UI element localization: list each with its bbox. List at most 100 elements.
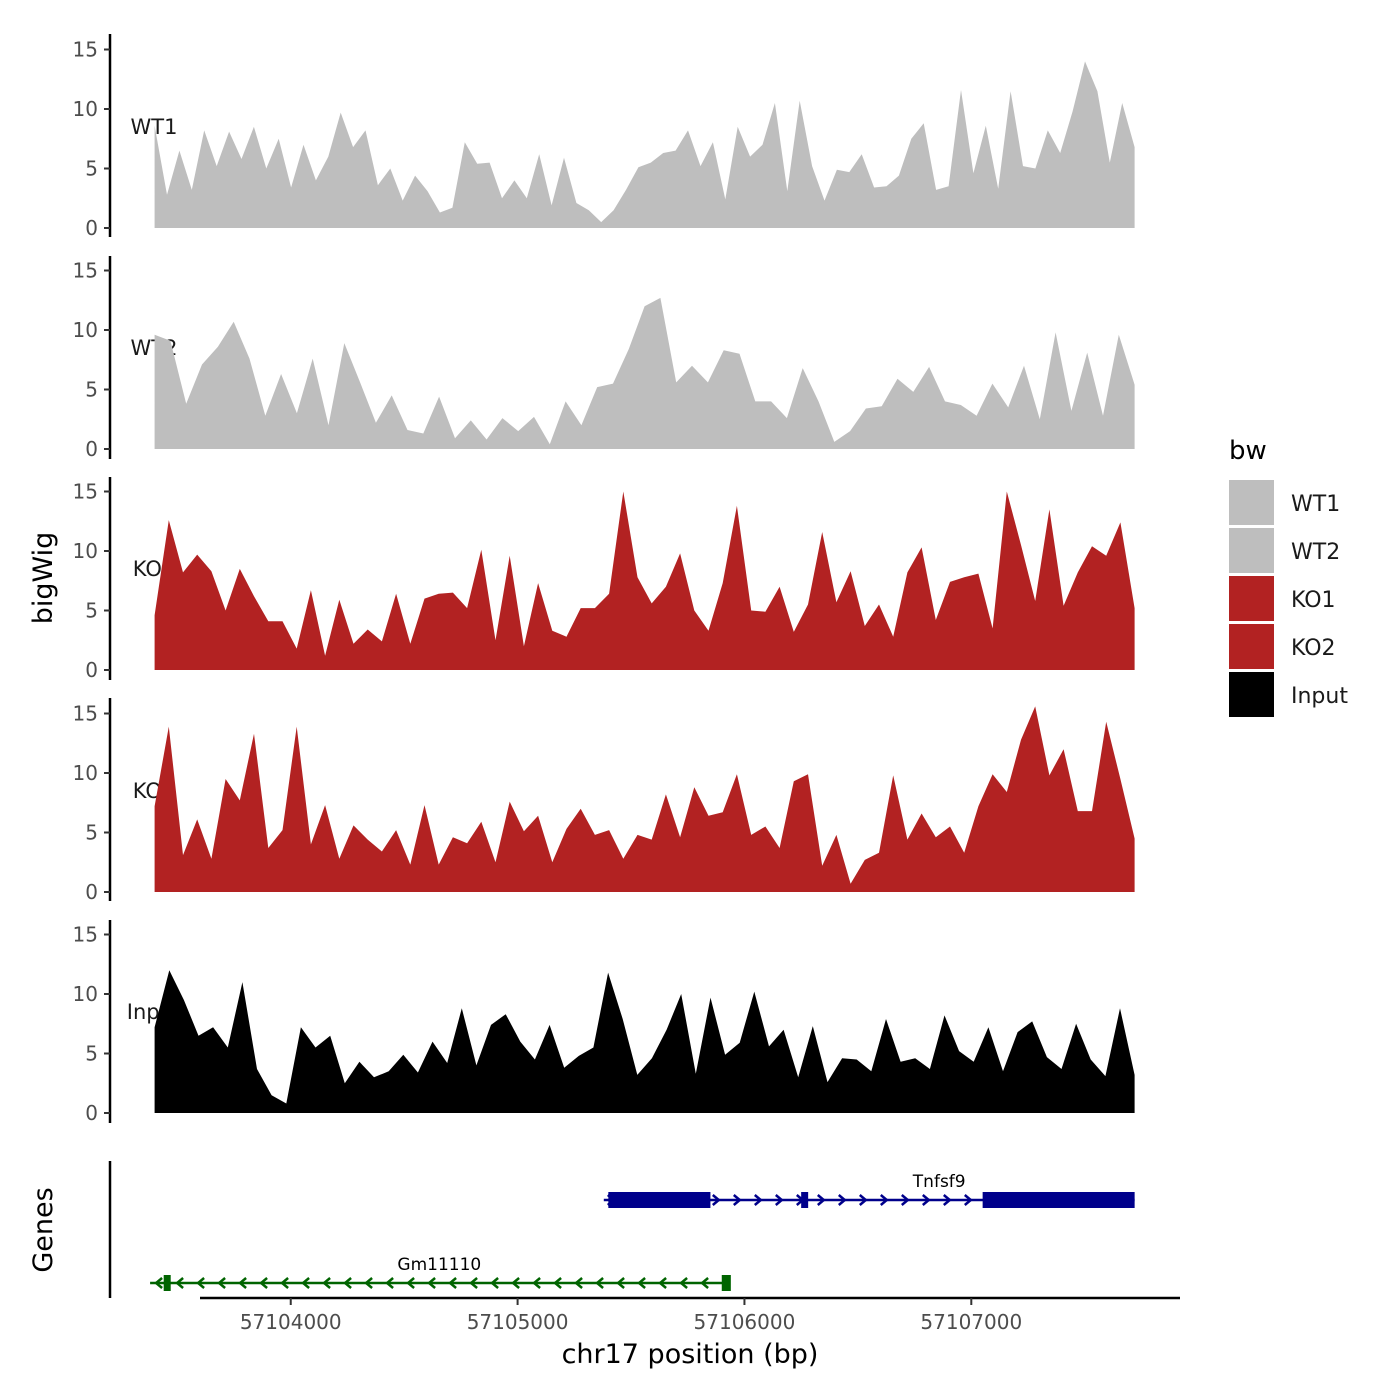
y-tick-label: 10 bbox=[73, 97, 98, 121]
y-tick-label: 5 bbox=[85, 821, 98, 845]
strand-chevron bbox=[616, 1277, 625, 1289]
y-tick-label: 0 bbox=[85, 1101, 98, 1125]
legend-swatch-ko2 bbox=[1229, 624, 1274, 669]
strand-chevron bbox=[595, 1277, 604, 1289]
coverage-tracks: 051015WT1051015WT2051015KO1051015KO20510… bbox=[73, 34, 1135, 1125]
strand-chevron bbox=[774, 1194, 784, 1206]
gene-exon bbox=[163, 1275, 171, 1291]
strand-chevron bbox=[753, 1194, 763, 1206]
coverage-area bbox=[154, 61, 1135, 229]
strand-chevron bbox=[963, 1194, 973, 1206]
strand-chevron bbox=[175, 1277, 184, 1289]
strand-chevron bbox=[658, 1277, 667, 1289]
x-tick-label: 57107000 bbox=[920, 1310, 1022, 1334]
strand-chevron bbox=[816, 1194, 826, 1206]
y-tick-label: 10 bbox=[73, 318, 98, 342]
strand-chevron bbox=[732, 1194, 742, 1206]
legend-swatch-ko1 bbox=[1229, 576, 1274, 621]
x-axis-title: chr17 position (bp) bbox=[562, 1339, 819, 1370]
track-label: WT1 bbox=[131, 115, 178, 139]
y-tick-label: 5 bbox=[85, 157, 98, 181]
strand-chevron bbox=[301, 1277, 310, 1289]
x-tick-label: 57104000 bbox=[240, 1310, 342, 1334]
strand-chevron bbox=[406, 1277, 415, 1289]
gene-label: Tnfsf9 bbox=[912, 1172, 966, 1192]
track-wt1: 0 5 10 15 WT1 bbox=[73, 34, 1135, 240]
strand-chevron bbox=[942, 1194, 952, 1206]
strand-chevron bbox=[196, 1277, 205, 1289]
strand-chevron bbox=[280, 1277, 289, 1289]
legend-label: Input bbox=[1291, 684, 1348, 709]
legend-label: KO2 bbox=[1291, 636, 1336, 661]
gene-tnfsf9: Tnfsf9 bbox=[603, 1172, 1135, 1208]
y-tick-label: 5 bbox=[85, 599, 98, 623]
legend-title: bw bbox=[1229, 436, 1267, 466]
strand-chevron bbox=[858, 1194, 868, 1206]
strand-chevron bbox=[921, 1194, 931, 1206]
coverage-area bbox=[154, 706, 1135, 892]
legend-swatch-wt2 bbox=[1229, 528, 1274, 573]
strand-chevron bbox=[637, 1277, 646, 1289]
y-tick-label: 15 bbox=[73, 38, 98, 62]
legend-swatch-input bbox=[1229, 672, 1274, 717]
x-axis: 57104000 57105000 57106000 57107000 bbox=[200, 1296, 1180, 1334]
gene-exon bbox=[608, 1192, 711, 1208]
strand-chevron bbox=[364, 1277, 373, 1289]
y-tick-label: 10 bbox=[73, 761, 98, 785]
strand-chevron bbox=[711, 1194, 721, 1206]
strand-chevron bbox=[490, 1277, 499, 1289]
legend-label: WT2 bbox=[1291, 540, 1340, 565]
strand-chevron bbox=[574, 1277, 583, 1289]
y-tick-label: 15 bbox=[73, 923, 98, 947]
gene-track: Tnfsf9 Gm11110 bbox=[108, 1161, 1135, 1298]
y-axis-title: bigWig bbox=[28, 532, 59, 625]
strand-chevron bbox=[322, 1277, 331, 1289]
strand-chevron bbox=[217, 1277, 226, 1289]
gene-exon bbox=[801, 1192, 809, 1208]
y-tick-label: 10 bbox=[73, 539, 98, 563]
y-tick-label: 15 bbox=[73, 259, 98, 283]
y-tick-label: 10 bbox=[73, 982, 98, 1006]
y-tick-label: 5 bbox=[85, 1042, 98, 1066]
strand-chevron bbox=[259, 1277, 268, 1289]
y-tick-label: 0 bbox=[85, 880, 98, 904]
coverage-area bbox=[154, 970, 1135, 1113]
strand-chevron bbox=[469, 1277, 478, 1289]
strand-chevron bbox=[448, 1277, 457, 1289]
coverage-area bbox=[154, 491, 1135, 670]
legend: bw WT1 WT2 KO1 KO2 Input bbox=[1229, 436, 1348, 717]
strand-chevron bbox=[385, 1277, 394, 1289]
strand-chevron bbox=[900, 1194, 910, 1206]
legend-swatch-wt1 bbox=[1229, 480, 1274, 525]
gene-exon bbox=[721, 1275, 731, 1291]
x-tick-label: 57106000 bbox=[694, 1310, 796, 1334]
y-tick-label: 15 bbox=[73, 480, 98, 504]
gene-label: Gm11110 bbox=[397, 1255, 481, 1275]
gene-gm11110: Gm11110 bbox=[150, 1255, 731, 1291]
strand-chevron bbox=[679, 1277, 688, 1289]
strand-chevron bbox=[238, 1277, 247, 1289]
strand-chevron bbox=[532, 1277, 541, 1289]
y-tick-label: 15 bbox=[73, 702, 98, 726]
x-tick-label: 57105000 bbox=[467, 1310, 569, 1334]
y-tick-label: 0 bbox=[85, 216, 98, 240]
strand-chevron bbox=[553, 1277, 562, 1289]
gene-exon bbox=[982, 1192, 1135, 1208]
legend-label: WT1 bbox=[1291, 492, 1340, 517]
strand-chevron bbox=[879, 1194, 889, 1206]
strand-chevron bbox=[837, 1194, 847, 1206]
strand-chevron bbox=[700, 1277, 709, 1289]
strand-chevron bbox=[427, 1277, 436, 1289]
strand-chevron bbox=[511, 1277, 520, 1289]
legend-label: KO1 bbox=[1291, 588, 1336, 613]
strand-chevron bbox=[343, 1277, 352, 1289]
y-tick-label: 0 bbox=[85, 658, 98, 682]
genes-axis-title: Genes bbox=[28, 1187, 59, 1272]
y-tick-label: 5 bbox=[85, 378, 98, 402]
coverage-area bbox=[154, 297, 1135, 449]
